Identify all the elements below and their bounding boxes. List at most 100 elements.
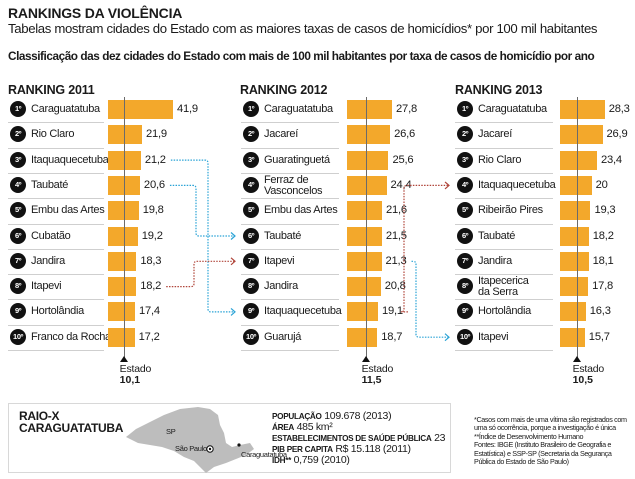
value-label: 18,7 <box>381 330 403 343</box>
bar <box>347 327 378 347</box>
value-label: 21,9 <box>145 128 167 141</box>
city-name: Rio Claro <box>31 129 74 140</box>
rank-badge: 2º <box>243 126 259 143</box>
arrow-right-icon <box>444 181 450 190</box>
city-name: Itapevi <box>478 331 509 343</box>
city-name: Itapevi <box>264 254 295 267</box>
value-label: 18,2 <box>140 280 162 293</box>
city-name-line: Rio Claro <box>31 128 75 141</box>
estado-reference-line <box>123 97 125 358</box>
city-name: Embu das Artes <box>31 205 105 216</box>
city-name: Caraguatatuba <box>478 104 547 115</box>
row-divider <box>8 198 104 200</box>
sp-state-shape <box>126 407 254 473</box>
city-name: Itapevi <box>31 281 62 292</box>
bar <box>560 125 603 145</box>
bar <box>347 201 382 221</box>
stat-value: 0,759 (2010) <box>293 454 350 466</box>
city-name-line: Jandira <box>478 254 512 267</box>
rank-badge: 10º <box>10 328 26 345</box>
arrow-right-icon <box>230 257 236 266</box>
city-name: Itaquaquecetuba <box>31 154 109 166</box>
estado-marker-icon <box>573 356 582 362</box>
city-name-line: Guaratinguetá <box>264 153 330 166</box>
raio-x-box: RAIO-X CARAGUATATUBA SP São Paulo Caragu… <box>8 403 451 473</box>
stat-row: IDH** 0,759 (2010) <box>272 455 445 466</box>
row-divider <box>455 350 553 351</box>
city-name: Taubaté <box>478 230 515 242</box>
stat-key: ESTABELECIMENTOS DE SAÚDE PÚBLICA <box>272 434 432 443</box>
value-label: 19,8 <box>142 204 164 217</box>
arrow-right-icon <box>444 333 450 342</box>
row-divider <box>455 147 553 149</box>
rank-badge: 9º <box>457 303 473 320</box>
city-name: Guaratinguetá <box>264 153 330 166</box>
footnotes: *Casos com mais de uma vítima são regist… <box>474 415 634 466</box>
estado-label: Estado <box>572 363 605 375</box>
estado-marker-icon <box>362 356 371 362</box>
arrow-right-icon <box>230 307 236 316</box>
chart-title: RANKINGS DA VIOLÊNCIA <box>8 5 183 21</box>
value-label: 20 <box>595 178 608 191</box>
city-name-line: Caraguatatuba <box>31 103 100 115</box>
row-divider <box>455 248 553 250</box>
raio-x-title: RAIO-X CARAGUATATUBA <box>19 410 123 434</box>
estado-value: 11,5 <box>361 374 382 386</box>
rank-badge: 5º <box>243 202 259 219</box>
bar <box>560 226 589 246</box>
row-divider <box>241 274 339 276</box>
value-label: 18,2 <box>592 229 614 242</box>
footnote-idh: **Índice de Desenvolvimento Humano <box>474 431 584 441</box>
row-divider <box>8 350 104 351</box>
value-label: 21,2 <box>144 153 166 166</box>
stat-row: POPULAÇÃO 109.678 (2013) <box>272 411 445 422</box>
city-name-line: Itapecerica <box>478 275 529 288</box>
rank-badge: 2º <box>10 126 26 143</box>
value-label: 41,9 <box>176 103 198 115</box>
raio-x-title-line2: CARAGUATATUBA <box>19 421 124 435</box>
city-name-line: da Serra <box>478 286 518 299</box>
row-divider <box>8 172 104 174</box>
bar <box>108 201 139 221</box>
map-label-sao-paulo: São Paulo <box>175 444 207 453</box>
sp-state-outline <box>126 407 254 473</box>
stat-row: ESTABELECIMENTOS DE SAÚDE PÚBLICA 23 <box>272 433 446 444</box>
city-name-line: Franco da Rocha <box>31 330 111 343</box>
estado-marker-icon <box>120 356 129 362</box>
value-label: 28,3 <box>608 103 630 115</box>
bar <box>347 150 389 170</box>
bar <box>347 175 387 195</box>
bar <box>347 100 393 119</box>
rank-badge: 3º <box>457 151 473 168</box>
city-name-line: Itapevi <box>264 254 295 267</box>
city-name-line: Itaquaquecetuba <box>478 178 556 191</box>
city-name-line: Vasconcelos <box>264 184 323 197</box>
value-label: 21,5 <box>385 229 407 242</box>
city-name: Jacareí <box>478 129 512 140</box>
stat-row: ÁREA 485 km² <box>272 422 445 433</box>
city-name-line: Caraguatatuba <box>478 103 547 115</box>
value-label: 20,6 <box>143 178 165 191</box>
row-divider <box>241 172 339 174</box>
estado-reference-line <box>365 97 367 358</box>
bar <box>347 302 378 322</box>
row-divider <box>241 223 339 225</box>
value-label: 17,8 <box>592 280 614 293</box>
bar <box>108 100 173 119</box>
value-label: 25,6 <box>392 153 414 166</box>
row-divider <box>455 223 553 225</box>
rank-badge: 4º <box>10 176 26 193</box>
bar <box>108 327 135 347</box>
estado-value: 10,5 <box>572 374 594 386</box>
rank-badge: 1º <box>243 101 259 117</box>
city-name-line: Itaquaquecetuba <box>264 305 342 318</box>
city-name: Franco da Rocha <box>31 330 111 343</box>
city-name: Guarujá <box>264 331 301 343</box>
bar <box>108 277 137 297</box>
stat-value: R$ 15.118 (2011) <box>335 443 411 455</box>
bar <box>347 251 382 271</box>
value-label: 15,7 <box>588 330 610 343</box>
rank-badge: 3º <box>10 151 26 168</box>
stat-row: PIB PER CAPITA R$ 15.118 (2011) <box>272 444 445 455</box>
city-name: Jacareí <box>264 129 298 140</box>
